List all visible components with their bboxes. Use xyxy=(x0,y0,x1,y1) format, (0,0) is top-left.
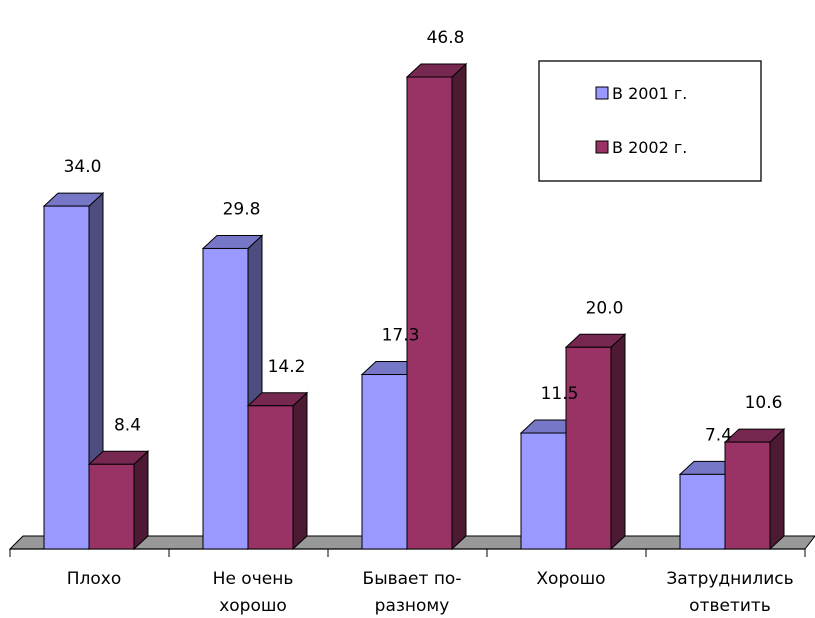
legend-label-2001: В 2001 г. xyxy=(612,84,687,103)
bar-front xyxy=(88,463,135,550)
category-label: ответить xyxy=(689,596,771,616)
value-label: 34.0 xyxy=(64,157,102,177)
category-label: Плохо xyxy=(67,569,122,589)
legend-swatch-2002 xyxy=(595,140,609,154)
value-label: 8.4 xyxy=(114,415,141,435)
bar-side xyxy=(769,427,785,551)
bar-front xyxy=(247,405,294,550)
category-label: Затруднились xyxy=(666,569,793,589)
bar-side xyxy=(451,62,467,551)
bar-front xyxy=(202,247,249,550)
bar-front xyxy=(361,374,408,550)
value-label: 20.0 xyxy=(586,298,624,318)
bar-1-4 xyxy=(723,427,786,551)
legend-swatch-2001 xyxy=(595,86,609,100)
bar-front xyxy=(43,205,90,550)
category-label: разному xyxy=(375,596,450,616)
legend-box xyxy=(538,60,762,182)
bar-1-0 xyxy=(87,450,150,551)
value-label: 14.2 xyxy=(268,357,306,377)
value-label: 10.6 xyxy=(745,393,783,413)
category-label: Не очень xyxy=(213,569,294,589)
bar-front xyxy=(520,432,567,550)
legend: В 2001 г. В 2002 г. xyxy=(538,60,762,182)
category-label: хорошо xyxy=(219,596,287,616)
category-label: Бывает по- xyxy=(363,569,462,589)
category-label: Хорошо xyxy=(536,569,605,589)
bar-side xyxy=(610,333,626,551)
bar-front xyxy=(565,346,612,550)
bar-side xyxy=(133,450,149,551)
bar-0-0 xyxy=(42,191,105,551)
bar-1-1 xyxy=(246,391,309,551)
bar-1-2 xyxy=(405,62,468,551)
value-label: 17.3 xyxy=(382,326,420,346)
legend-label-2002: В 2002 г. xyxy=(612,138,687,157)
value-label: 46.8 xyxy=(427,28,465,48)
bar-1-3 xyxy=(564,333,627,551)
value-label: 29.8 xyxy=(223,199,261,219)
bar-front xyxy=(679,473,726,550)
bar-front xyxy=(406,76,453,550)
value-label: 7.4 xyxy=(705,425,732,445)
bar-side xyxy=(292,391,308,551)
value-label: 11.5 xyxy=(541,384,579,404)
bar-front xyxy=(724,441,771,550)
